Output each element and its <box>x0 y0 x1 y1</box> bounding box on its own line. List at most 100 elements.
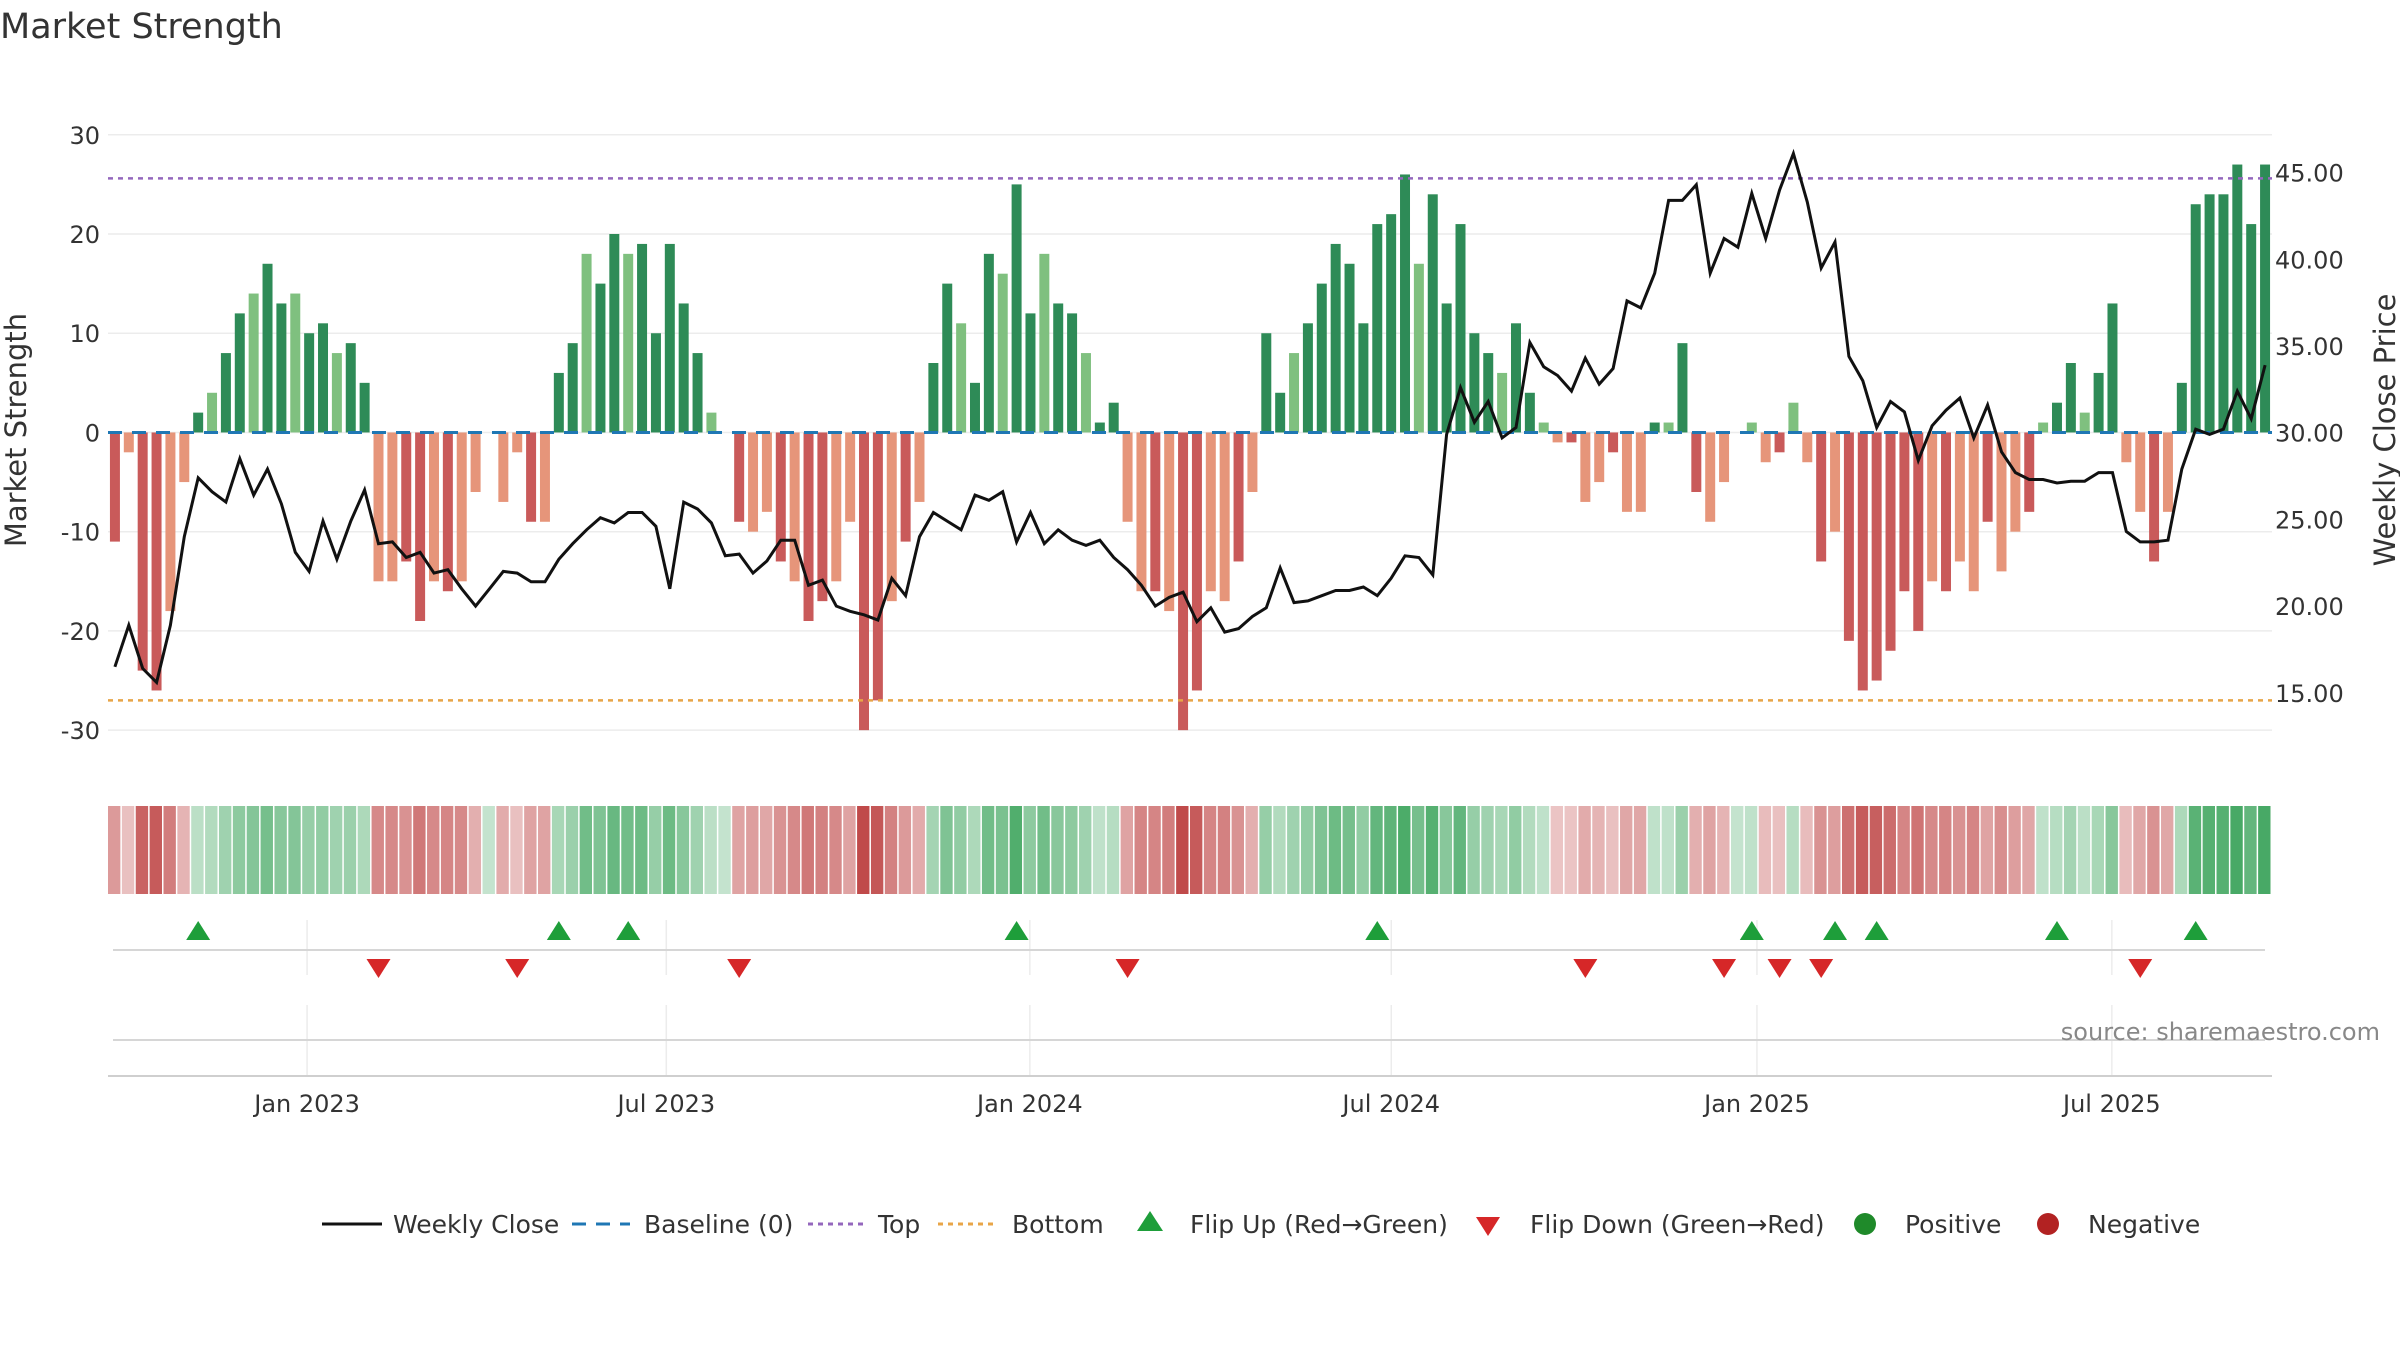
strength-bar <box>637 243 648 433</box>
strength-bar <box>775 432 786 562</box>
strip-cell <box>773 806 787 894</box>
strength-bar <box>1316 283 1327 433</box>
strip-cell <box>205 806 218 894</box>
strip-cell <box>2105 806 2118 894</box>
strength-bar <box>304 333 315 433</box>
strip-cell <box>1467 806 1480 894</box>
strip-cell <box>2119 806 2132 894</box>
strength-bar <box>748 432 759 532</box>
strip-cell <box>607 806 620 894</box>
strip-cell <box>343 806 357 894</box>
flip-markers <box>113 921 2265 978</box>
strength-bar <box>1857 432 1868 691</box>
legend-label: Negative <box>2088 1210 2200 1239</box>
strip-cell <box>1148 806 1161 894</box>
strength-bar <box>1108 402 1119 433</box>
strip-cell <box>1550 806 1564 894</box>
strip-cell <box>676 806 690 894</box>
strength-bar <box>1705 432 1716 522</box>
strip-cell <box>787 806 801 894</box>
y2-tick-label: 35.00 <box>2275 333 2344 361</box>
strength-bar <box>151 432 162 691</box>
strip-cell <box>1633 806 1647 894</box>
strip-cell <box>191 806 204 894</box>
strength-bar <box>109 432 120 542</box>
strip-cell <box>1620 806 1633 894</box>
flip-down-marker <box>366 959 391 978</box>
strength-bar <box>1594 432 1605 483</box>
strip-cell <box>218 806 232 894</box>
legend-baseline: Baseline (0) <box>572 1210 793 1239</box>
strength-bar <box>1996 432 2007 572</box>
strip-cell <box>1314 806 1328 894</box>
strength-bar <box>872 432 883 701</box>
strength-bar <box>2218 194 2229 433</box>
strength-bar <box>1608 432 1619 453</box>
strength-bar <box>1275 392 1286 433</box>
strength-bar <box>2176 382 2187 433</box>
strength-bar <box>137 432 148 671</box>
strip-cell <box>1273 806 1286 894</box>
strip-cell <box>1176 806 1189 894</box>
strip-cell <box>1425 806 1439 894</box>
strip-cell <box>926 806 939 894</box>
strip-cell <box>1259 806 1272 894</box>
strength-bar <box>1802 432 1813 463</box>
strip-cell <box>1190 806 1203 894</box>
strip-cell <box>843 806 856 894</box>
strength-bar <box>123 432 134 453</box>
strip-cell <box>1689 806 1702 894</box>
strength-bar <box>942 283 953 433</box>
strip-cell <box>1592 806 1605 894</box>
strip-cell <box>759 806 773 894</box>
strength-bar <box>886 432 897 602</box>
strength-bar <box>1580 432 1591 502</box>
strength-bar <box>1552 432 1563 443</box>
strip-cell <box>1828 806 1841 894</box>
strip-cell <box>371 806 384 894</box>
strip-cell <box>1065 806 1078 894</box>
strength-bar <box>1247 432 1258 492</box>
strip-cell <box>2174 806 2188 894</box>
legend-label: Weekly Close <box>393 1210 559 1239</box>
strength-bar <box>1483 353 1494 433</box>
strength-bar <box>1774 432 1785 453</box>
strength-bar <box>1982 432 1993 522</box>
strength-bar <box>387 432 398 582</box>
strength-bar <box>1885 432 1896 651</box>
strength-bar <box>1261 333 1272 433</box>
strength-bar <box>1927 432 1938 582</box>
strength-bar <box>567 343 578 433</box>
strip-cell <box>1841 806 1855 894</box>
strength-bar <box>1510 323 1521 433</box>
strip-cell <box>1966 806 1980 894</box>
y2-axis-ticks: 45.00 40.00 35.00 30.00 25.00 20.00 15.00 <box>2275 160 2344 708</box>
strip-cell <box>1939 806 1952 894</box>
strength-bar <box>1067 313 1078 433</box>
legend-weekly-close: Weekly Close <box>322 1210 559 1239</box>
strip-cell <box>538 806 551 894</box>
strength-bar <box>2135 432 2146 512</box>
strength-bar <box>845 432 856 522</box>
strength-bar <box>331 353 342 433</box>
flip-down-marker <box>1809 959 1834 978</box>
strip-cell <box>1106 806 1120 894</box>
strip-cell <box>1079 806 1092 894</box>
strength-bar <box>983 253 994 433</box>
strip-cell <box>302 806 315 894</box>
legend-top: Top <box>808 1210 920 1239</box>
strip-cell <box>163 806 176 894</box>
strip-cell <box>1356 806 1369 894</box>
strip-cell <box>108 806 121 894</box>
flip-up-marker <box>1365 921 1390 940</box>
strip-cell <box>260 806 273 894</box>
flip-up-marker <box>616 921 641 940</box>
strip-cell <box>1300 806 1314 894</box>
strength-bar <box>1746 422 1757 433</box>
strip-cell <box>968 806 981 894</box>
legend-bottom: Bottom <box>938 1210 1104 1239</box>
strength-bar <box>1968 432 1979 592</box>
strength-bar <box>623 253 634 433</box>
strength-bar <box>1136 432 1147 592</box>
